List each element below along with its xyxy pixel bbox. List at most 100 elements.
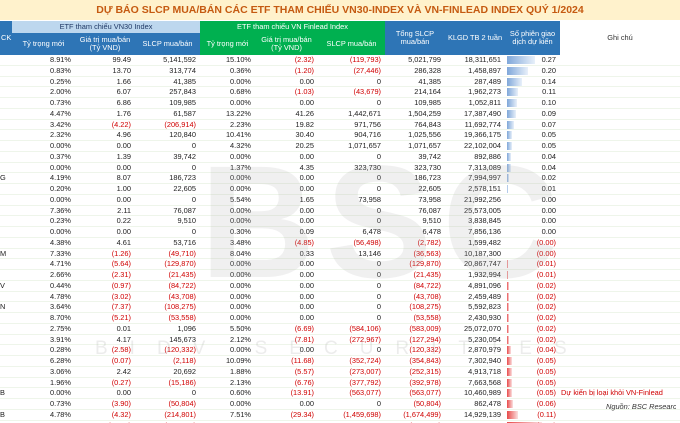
table-cell: (0.02) (505, 334, 561, 346)
table-cell: (563,077) (385, 387, 446, 399)
table-cell: 39,742 (135, 151, 201, 163)
table-cell (560, 291, 680, 303)
table-cell (560, 172, 680, 184)
table-cell: 0.00 (255, 183, 319, 195)
table-row: V 0.44% (0.97) (84,722) 0.00% 0.00 0 (84,722) 4,… (0, 280, 680, 292)
session-bar (507, 324, 510, 333)
table-cell: 5,141,592 (135, 55, 201, 66)
table-cell: 971,756 (318, 119, 386, 131)
table-cell: (563,077) (318, 387, 386, 399)
table-cell: 4.32% (200, 140, 256, 152)
table-cell (560, 355, 680, 367)
table-cell: 186,723 (385, 172, 446, 184)
table-cell: 41,385 (385, 76, 446, 88)
table-row: 0.25% 1.66 41,385 0.00% 0.00 0 41,385 287,489 0.… (0, 76, 680, 88)
table-row: 0.28% (2.58) (120,332) 0.00% 0.00 0 (120,332) 2… (0, 344, 680, 356)
table-row: 7.36% 2.11 76,087 0.00% 0.00 0 76,087 25,573,00… (0, 205, 680, 217)
table-row: B 0.00% 0.00 0 0.60% (13.91) (563,077) (563,077… (0, 387, 680, 399)
table-cell: 2.12% (200, 334, 256, 346)
table-row: 3.91% 4.17 145,673 2.12% (7.81) (272,967) (127… (0, 334, 680, 346)
table-cell: (21,435) (385, 269, 446, 281)
table-cell: 1.39 (75, 151, 135, 163)
table-cell: (0.06) (505, 398, 561, 410)
table-cell: 6.07 (75, 86, 135, 98)
table-cell: 0.02 (505, 172, 561, 184)
table-cell: (2.31) (75, 269, 135, 281)
table-cell: (272,967) (318, 334, 386, 346)
table-cell: 0.11 (505, 86, 561, 98)
table-cell: 0.27 (505, 55, 561, 66)
table-cell: 53,716 (135, 237, 201, 249)
table-row: 0.00% 0.00 0 1.37% 4.35 323,730 323,730 7,313,0… (0, 162, 680, 174)
table-cell: (1.20) (255, 65, 319, 77)
table-cell (0, 398, 12, 410)
cell-text: 0.05 (541, 141, 557, 150)
cell-text: 0.00 (541, 194, 557, 204)
table-cell (560, 301, 680, 313)
column-header: KLGD TB 2 tuần (445, 21, 506, 55)
table-cell: 1,599,482 (445, 237, 506, 249)
table-cell: 0.00% (200, 312, 256, 324)
table-cell: 0.36% (200, 65, 256, 77)
table-cell: 5,230,054 (445, 334, 506, 346)
cell-text: (0.34) (537, 421, 556, 423)
table-cell: 0.00% (12, 140, 75, 152)
table-cell: 0.00% (200, 205, 256, 217)
table-cell: 4.61 (75, 237, 135, 249)
table-cell: 0.00 (255, 312, 319, 324)
table-cell: 20,692 (135, 366, 201, 378)
table-cell: 904,716 (318, 129, 386, 141)
table-cell: 0.00 (255, 269, 319, 281)
session-bar (507, 185, 509, 193)
table-cell (0, 129, 12, 141)
session-bar (507, 77, 522, 86)
table-cell: (352,724) (318, 355, 386, 367)
table-cell (0, 377, 12, 389)
table-cell: (252,315) (385, 366, 446, 378)
table-cell: 4.71% (12, 258, 75, 270)
session-bar (507, 56, 536, 64)
table-cell (0, 258, 12, 270)
table-cell: 0.07 (505, 119, 561, 131)
session-bar (507, 88, 519, 97)
table-cell: 2.23% (200, 119, 256, 131)
table-row: 2.00% 6.07 257,843 0.68% (1.03) (43,679) 214,1… (0, 86, 680, 98)
table-cell: 1.00 (75, 183, 135, 195)
table-row: 3.42% (4.22) (206,914) 2.23% 19.82 971,756 764… (0, 119, 680, 131)
table-cell: 0 (135, 194, 201, 206)
table-row: 2.32% 4.96 120,840 10.41% 30.40 904,716 1,025,… (0, 129, 680, 141)
session-bar (507, 410, 519, 419)
table-cell: (53,558) (385, 312, 446, 324)
table-cell (560, 97, 680, 109)
table-cell (0, 334, 12, 346)
table-cell: 5.54% (200, 194, 256, 206)
table-cell: (7.81) (255, 334, 319, 346)
table-cell: 0 (318, 420, 386, 423)
table-cell: 0.00 (75, 194, 135, 206)
table-cell (560, 215, 680, 227)
table-cell: 73,958 (385, 194, 446, 206)
cell-text: 0.10 (541, 98, 557, 107)
table-cell: (2,118) (135, 355, 201, 367)
table-cell: 109,985 (385, 97, 446, 109)
table-cell: 0.00 (255, 280, 319, 292)
table-cell (560, 108, 680, 120)
table-cell: 1.37% (200, 162, 256, 174)
cell-text: (0.01) (536, 259, 557, 269)
cell-text: (0.05) (536, 377, 557, 387)
table-cell: 3,838,845 (445, 215, 506, 227)
table-cell (560, 312, 680, 324)
table-row: 4.47% 1.76 61,587 13.22% 41.26 1,442,671 1,504… (0, 108, 680, 120)
table-cell: 0.68% (200, 86, 256, 98)
table-cell: 9,510 (385, 215, 446, 227)
table-cell: (392,978) (385, 377, 446, 389)
table-cell (560, 65, 680, 77)
table-cell: 0.00 (255, 97, 319, 109)
column-header: Số phiên giao dịch dự kiến (505, 21, 561, 55)
table-cell: 2,430,930 (445, 312, 506, 324)
table-cell: 0.00 (255, 258, 319, 270)
table-cell (560, 237, 680, 249)
table-cell: (43,708) (135, 291, 201, 303)
table-cell: 30.40 (255, 129, 319, 141)
table-cell (0, 76, 12, 88)
